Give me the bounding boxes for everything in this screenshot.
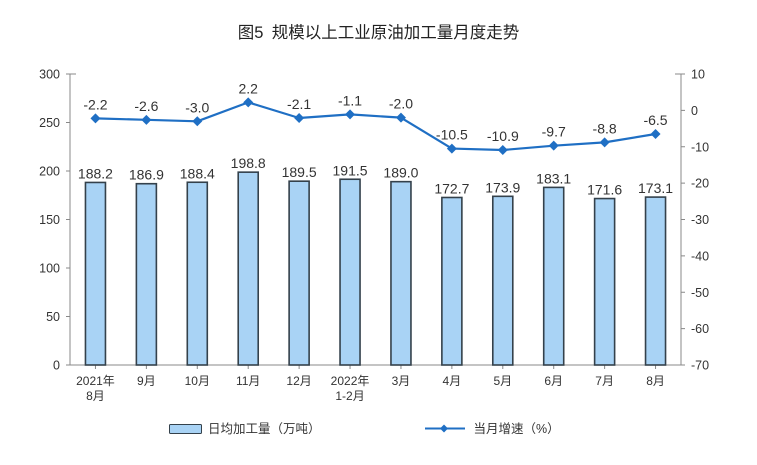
svg-text:50: 50 [46,310,60,324]
svg-text:-20: -20 [691,177,709,191]
svg-text:200: 200 [39,165,60,179]
svg-text:-10.9: -10.9 [487,128,519,144]
svg-text:173.1: 173.1 [638,180,673,196]
svg-text:-2.2: -2.2 [83,96,107,112]
svg-text:-2.1: -2.1 [287,96,311,112]
svg-text:250: 250 [39,116,60,130]
svg-text:-9.7: -9.7 [542,124,566,140]
svg-text:300: 300 [39,68,60,82]
svg-text:198.8: 198.8 [231,155,266,171]
svg-text:-70: -70 [691,359,709,373]
svg-text:188.2: 188.2 [78,165,113,181]
svg-text:-50: -50 [691,286,709,300]
svg-text:173.9: 173.9 [485,179,520,195]
svg-text:-6.5: -6.5 [643,112,667,128]
svg-text:189.0: 189.0 [383,165,418,181]
svg-text:188.4: 188.4 [180,165,215,181]
svg-text:186.9: 186.9 [129,167,164,183]
svg-text:-10: -10 [691,140,709,154]
svg-text:10: 10 [691,68,705,82]
svg-text:0: 0 [691,104,698,118]
svg-text:171.6: 171.6 [587,182,622,198]
svg-text:189.5: 189.5 [282,164,317,180]
svg-text:-3.0: -3.0 [185,99,209,115]
svg-text:-2.6: -2.6 [134,98,158,114]
svg-text:-60: -60 [691,322,709,336]
svg-text:-1.1: -1.1 [338,92,362,108]
svg-text:-40: -40 [691,249,709,263]
svg-text:-2.0: -2.0 [389,96,413,112]
svg-text:-8.8: -8.8 [593,120,617,136]
svg-text:2.2: 2.2 [238,80,258,96]
svg-text:183.1: 183.1 [536,170,571,186]
svg-text:172.7: 172.7 [434,180,469,196]
svg-text:100: 100 [39,262,60,276]
svg-text:-30: -30 [691,213,709,227]
svg-text:150: 150 [39,213,60,227]
svg-text:0: 0 [53,359,60,373]
svg-text:191.5: 191.5 [333,162,368,178]
svg-text:-10.5: -10.5 [436,127,468,143]
